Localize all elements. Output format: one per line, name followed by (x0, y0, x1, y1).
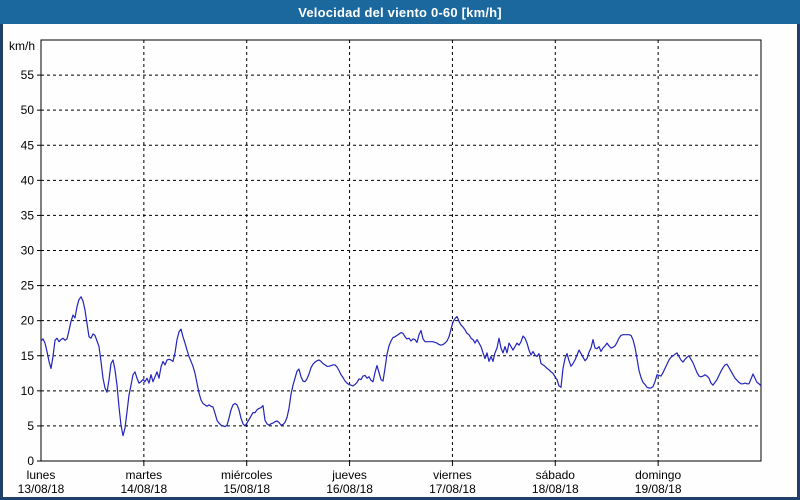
y-tick-label: 5 (27, 419, 34, 433)
y-tick-label: 10 (21, 384, 35, 398)
x-date-label: 13/08/18 (18, 482, 65, 496)
x-date-label: 15/08/18 (223, 482, 270, 496)
chart-title: Velocidad del viento 0-60 [km/h] (298, 4, 502, 20)
x-day-label: lunes (27, 468, 56, 482)
y-tick-label: 25 (21, 279, 35, 293)
y-tick-label: 20 (21, 314, 35, 328)
x-day-label: martes (126, 468, 163, 482)
wind-speed-line (40, 296, 762, 437)
y-tick-label: 40 (21, 173, 35, 187)
x-date-label: 16/08/18 (326, 482, 373, 496)
x-date-label: 19/08/18 (635, 482, 682, 496)
x-day-label: viernes (433, 468, 472, 482)
y-tick-label: 50 (21, 103, 35, 117)
x-date-label: 17/08/18 (429, 482, 476, 496)
x-date-label: 14/08/18 (120, 482, 167, 496)
chart-area: 0 5 10 15 20 25 30 35 40 45 50 55 km/h lunes 13/08/18 m… (0, 24, 800, 500)
x-day-label: domingo (635, 468, 681, 482)
y-tick-label: 30 (21, 244, 35, 258)
y-tick-label: 0 (27, 454, 34, 468)
y-tick-label: 45 (21, 138, 35, 152)
x-day-label: miércoles (221, 468, 272, 482)
x-day-label: sábado (536, 468, 576, 482)
x-date-label: 18/08/18 (532, 482, 579, 496)
y-tick-label: 55 (21, 68, 35, 82)
y-tick-label: 15 (21, 349, 35, 363)
window-titlebar: Velocidad del viento 0-60 [km/h] (0, 0, 800, 24)
y-axis-unit-label: km/h (9, 39, 35, 53)
y-tick-label: 35 (21, 208, 35, 222)
x-day-label: jueves (331, 468, 367, 482)
